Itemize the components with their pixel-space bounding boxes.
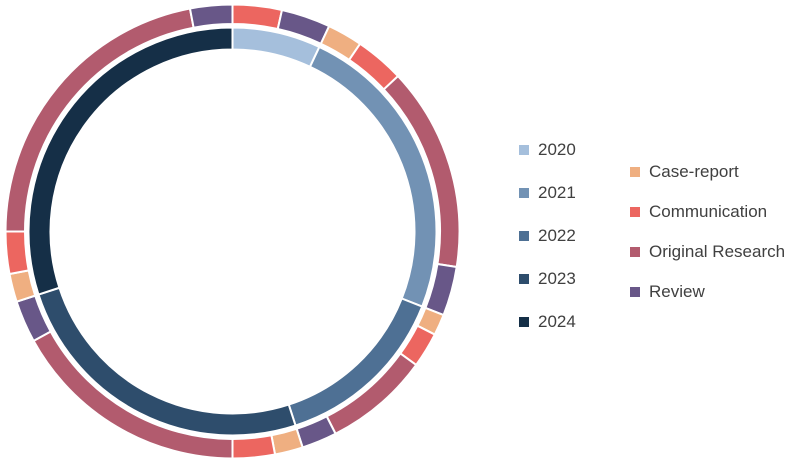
legend-item-review: Review [630,282,785,301]
legend-label-2021: 2021 [538,183,576,202]
legend-swatch-2021 [519,187,529,198]
legend-item-communication: Communication [630,202,785,221]
legend-swatch-communication [630,206,640,217]
type-segment-2023-case-report [270,427,304,456]
legend-swatch-original-research [630,246,640,257]
legend-label-2024: 2024 [538,312,576,331]
legend-label-original-research: Original Research [649,242,786,261]
type-segment-2024-review [188,3,234,29]
legend-label-review: Review [649,282,705,301]
legend-label-2020: 2020 [538,140,576,159]
legend-item-original-research: Original Research [630,242,785,261]
legend-item-2024: 2024 [519,312,576,331]
type-segment-2024-communication [4,230,30,276]
legend-label-2022: 2022 [538,226,576,245]
legend-item-2021: 2021 [519,183,576,202]
legend-item-2023: 2023 [519,269,576,288]
type-segment-2020-communication [231,3,284,30]
legend-item-2020: 2020 [519,140,576,159]
years-legend: 2020 2021 2022 2023 2024 [519,140,576,331]
legend-item-2022: 2022 [519,226,576,245]
year-segment-2024 [27,26,234,296]
types-legend: Case-report Communication Original Resea… [630,162,785,301]
type-segment-2024-case-report [8,269,37,303]
year-segment-2021 [308,45,438,308]
legend-label-2023: 2023 [538,269,576,288]
type-segment-2023-communication [231,434,277,460]
year-segment-2023 [37,286,297,437]
legend-swatch-2020 [519,144,529,155]
double-donut-chart [4,3,461,460]
legend-swatch-2024 [519,316,529,327]
legend-item-case-report: Case-report [630,162,785,181]
legend-swatch-2022 [519,230,529,241]
legend-swatch-review [630,286,640,297]
legend-swatch-2023 [519,273,529,284]
legend-label-case-report: Case-report [649,162,739,181]
legend-swatch-case-report [630,166,640,177]
legend-label-communication: Communication [649,202,768,221]
